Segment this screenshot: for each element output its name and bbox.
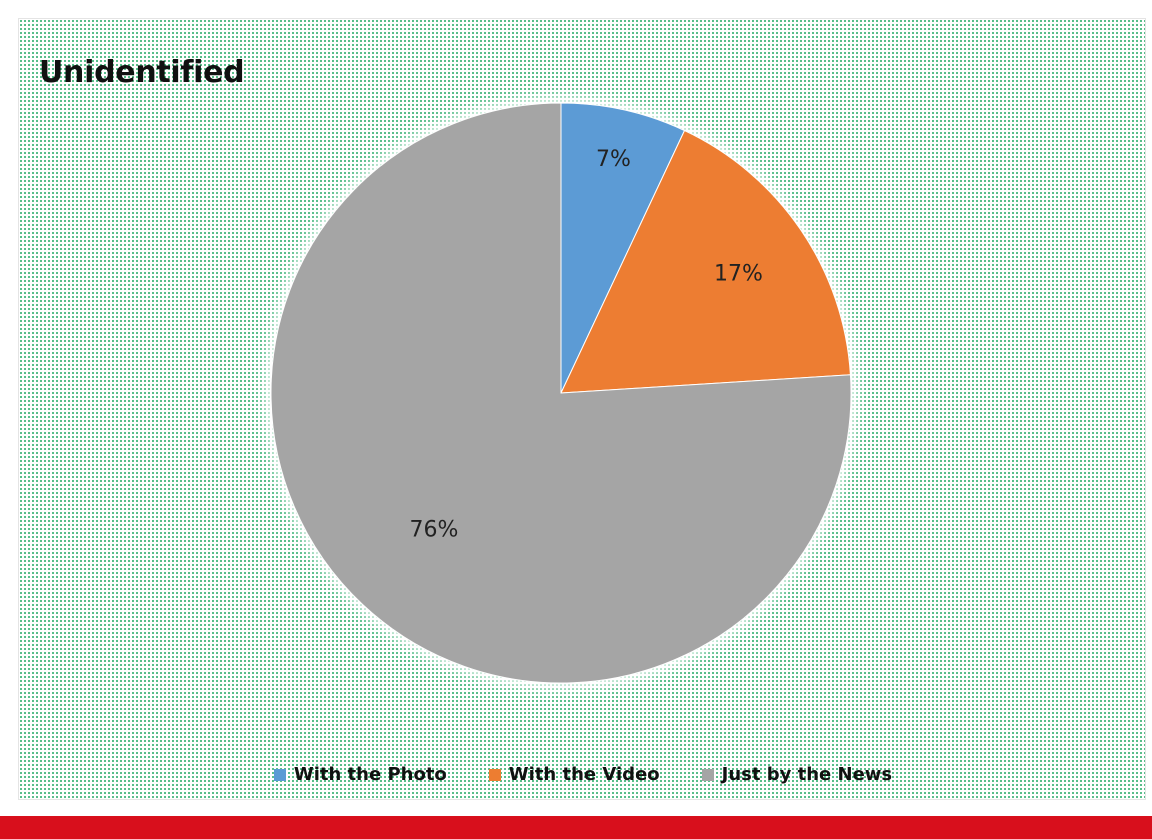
- legend: With the Photo With the Video Just by th…: [19, 764, 1147, 785]
- legend-item-photo: With the Photo: [273, 764, 447, 785]
- chart-title: Unidentified: [39, 55, 245, 90]
- pie-chart: 7% 17% 76%: [270, 102, 852, 684]
- legend-swatch-photo: [273, 768, 286, 781]
- legend-label-photo: With the Photo: [293, 764, 447, 785]
- legend-label-news: Just by the News: [721, 764, 893, 785]
- legend-label-video: With the Video: [508, 764, 660, 785]
- slice-photo: [560, 102, 686, 394]
- legend-swatch-video: [488, 768, 501, 781]
- legend-item-news: Just by the News: [701, 764, 893, 785]
- pie-slices: [270, 102, 852, 684]
- legend-swatch-news: [701, 768, 714, 781]
- bottom-accent-bar: [0, 816, 1152, 839]
- slice-video: [560, 129, 851, 394]
- data-label-photo: 7%: [596, 147, 631, 172]
- data-label-news: 76%: [409, 517, 458, 542]
- legend-item-video: With the Video: [488, 764, 660, 785]
- pie-labels: 7% 17% 76%: [409, 147, 762, 542]
- data-label-video: 17%: [714, 261, 763, 286]
- slice-news: [270, 102, 852, 684]
- chart-area: Unidentified 7% 17% 76% With the Photo: [18, 18, 1146, 800]
